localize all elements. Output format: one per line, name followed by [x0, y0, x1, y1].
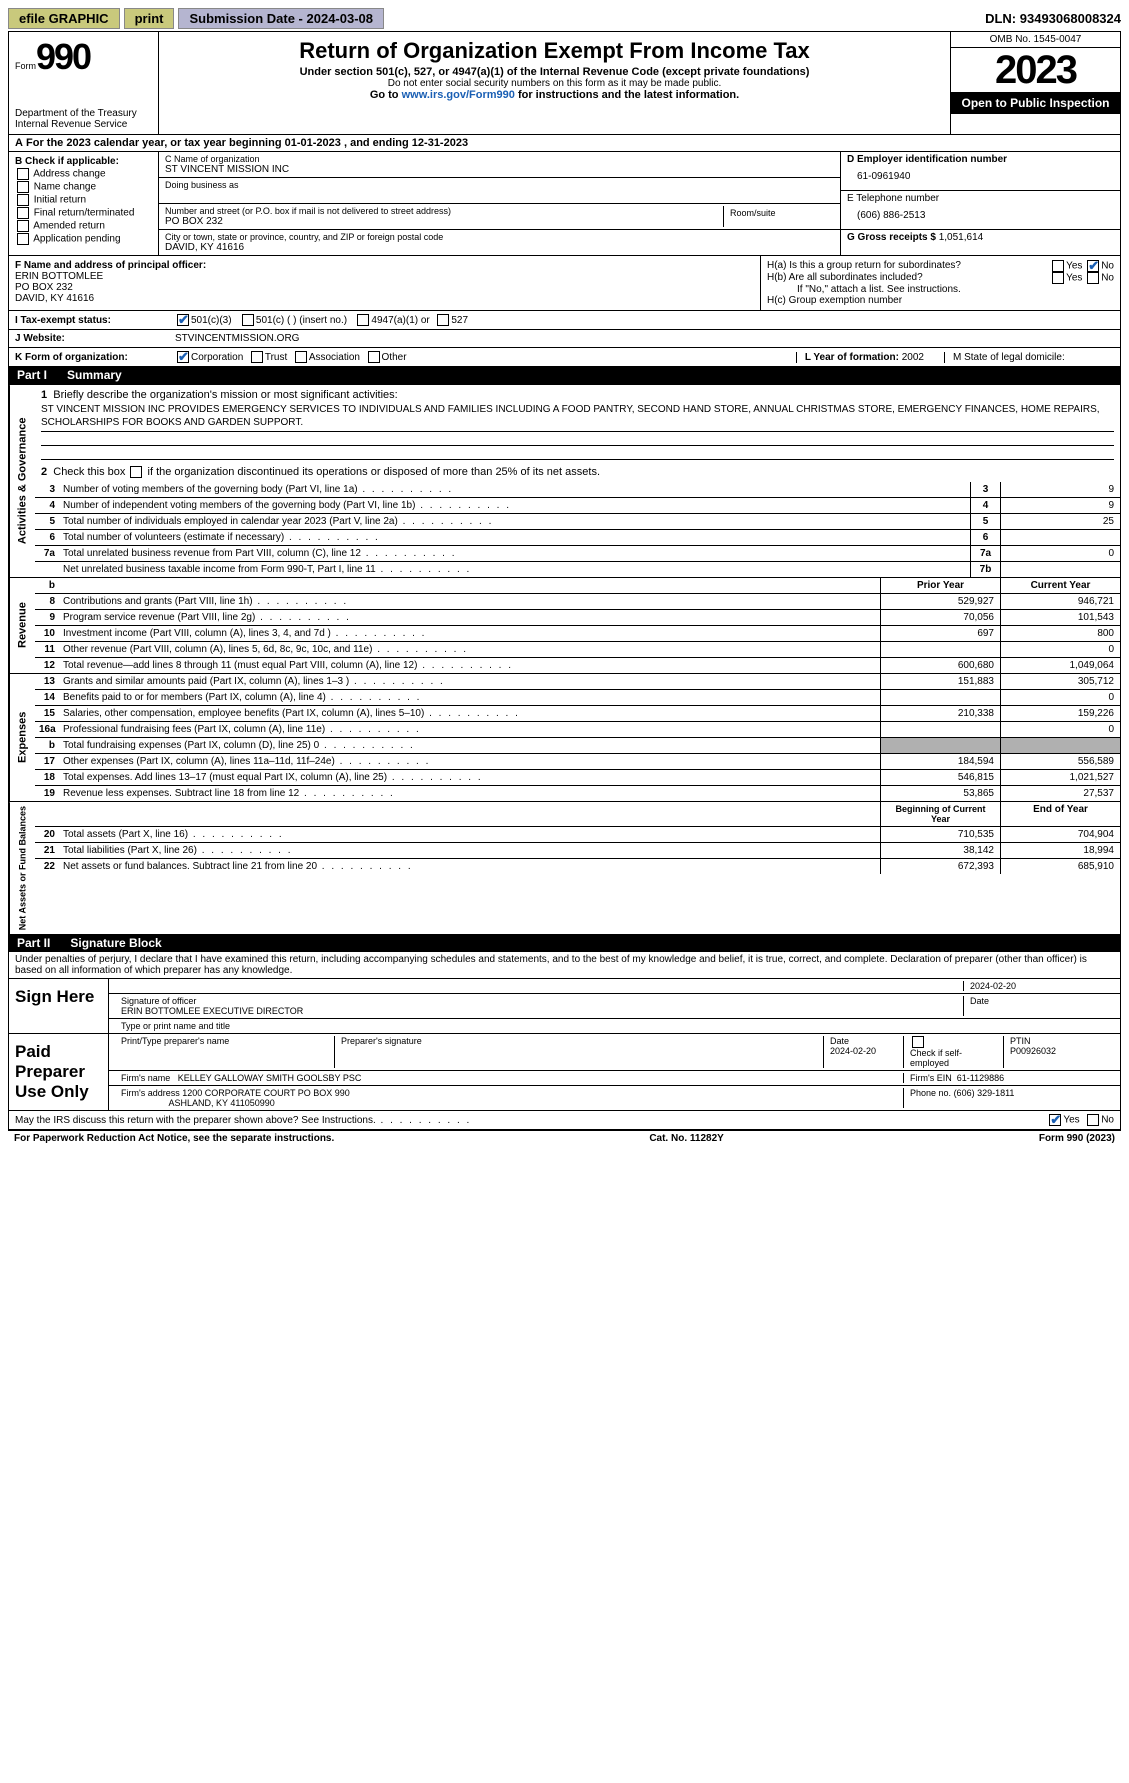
ha-yes[interactable] — [1052, 260, 1064, 272]
form-container: Form990 Department of the Treasury Inter… — [8, 31, 1121, 1130]
paid-preparer-block: Paid Preparer Use Only Print/Type prepar… — [9, 1033, 1120, 1110]
line-17: 17 Other expenses (Part IX, column (A), … — [35, 754, 1120, 770]
chk-4947[interactable] — [357, 314, 369, 326]
chk-other[interactable] — [368, 351, 380, 363]
chk-self-employed[interactable] — [912, 1036, 924, 1048]
expenses-section: Expenses 13 Grants and similar amounts p… — [9, 673, 1120, 801]
box-b: B Check if applicable: Address change Na… — [9, 152, 159, 255]
net-assets-section: Net Assets or Fund Balances Beginning of… — [9, 801, 1120, 934]
chk-pending[interactable]: Application pending — [15, 233, 152, 245]
line-12: 12 Total revenue—add lines 8 through 11 … — [35, 658, 1120, 673]
chk-assoc[interactable] — [295, 351, 307, 363]
chk-527[interactable] — [437, 314, 449, 326]
chk-501c[interactable] — [242, 314, 254, 326]
chk-amended[interactable]: Amended return — [15, 220, 152, 232]
line-14: 14 Benefits paid to or for members (Part… — [35, 690, 1120, 706]
dba-cell: Doing business as — [159, 178, 840, 204]
efile-badge: efile GRAPHIC — [8, 8, 120, 29]
form-header: Form990 Department of the Treasury Inter… — [9, 32, 1120, 135]
part1-header: Part I Summary — [9, 366, 1120, 384]
subtitle-3: Go to www.irs.gov/Form990 for instructio… — [167, 89, 942, 101]
chk-address-change[interactable]: Address change — [15, 168, 152, 180]
room-suite: Room/suite — [724, 206, 834, 227]
phone-cell: E Telephone number (606) 886-2513 — [841, 191, 1120, 230]
box-h: H(a) Is this a group return for subordin… — [760, 256, 1120, 310]
prior-year-hdr: Prior Year — [880, 578, 1000, 593]
tax-year: 2023 — [951, 48, 1120, 92]
omb-number: OMB No. 1545-0047 — [951, 32, 1120, 48]
dept-treasury: Department of the Treasury Internal Reve… — [15, 108, 152, 130]
line-8: 8 Contributions and grants (Part VIII, l… — [35, 594, 1120, 610]
current-year-hdr: Current Year — [1000, 578, 1120, 593]
line-15: 15 Salaries, other compensation, employe… — [35, 706, 1120, 722]
hb-yes[interactable] — [1052, 272, 1064, 284]
chk-corp[interactable] — [177, 351, 189, 363]
ha-no[interactable] — [1087, 260, 1099, 272]
line-6: 6 Total number of volunteers (estimate i… — [35, 530, 1120, 546]
ein-cell: D Employer identification number 61-0961… — [841, 152, 1120, 191]
line-11: 11 Other revenue (Part VIII, column (A),… — [35, 642, 1120, 658]
dln: DLN: 93493068008324 — [985, 11, 1121, 26]
chk-final-return[interactable]: Final return/terminated — [15, 207, 152, 219]
discuss-no[interactable] — [1087, 1114, 1099, 1126]
line-b: b Total fundraising expenses (Part IX, c… — [35, 738, 1120, 754]
box-f: F Name and address of principal officer:… — [9, 256, 760, 310]
chk-discontinued[interactable] — [130, 466, 142, 478]
public-inspection: Open to Public Inspection — [951, 92, 1120, 114]
form-number: 990 — [36, 36, 90, 77]
chk-initial-return[interactable]: Initial return — [15, 194, 152, 206]
gross-receipts: G Gross receipts $ 1,051,614 — [841, 230, 1120, 245]
line-4: 4 Number of independent voting members o… — [35, 498, 1120, 514]
irs-link[interactable]: www.irs.gov/Form990 — [402, 89, 515, 101]
line-7b: Net unrelated business taxable income fr… — [35, 562, 1120, 577]
section-fh: F Name and address of principal officer:… — [9, 255, 1120, 310]
submission-date: Submission Date - 2024-03-08 — [178, 8, 384, 29]
row-i: I Tax-exempt status: 501(c)(3) 501(c) ( … — [9, 310, 1120, 329]
line-19: 19 Revenue less expenses. Subtract line … — [35, 786, 1120, 801]
line-13: 13 Grants and similar amounts paid (Part… — [35, 674, 1120, 690]
row-klm: K Form of organization: Corporation Trus… — [9, 347, 1120, 366]
form-title: Return of Organization Exempt From Incom… — [167, 38, 942, 64]
section-bcdeg: B Check if applicable: Address change Na… — [9, 152, 1120, 255]
mission-text: ST VINCENT MISSION INC PROVIDES EMERGENC… — [41, 401, 1114, 432]
chk-501c3[interactable] — [177, 314, 189, 326]
revenue-section: Revenue b Prior Year Current Year 8 Cont… — [9, 577, 1120, 673]
line-20: 20 Total assets (Part X, line 16) 710,53… — [35, 827, 1120, 843]
top-toolbar: efile GRAPHIC print Submission Date - 20… — [8, 8, 1121, 29]
website: STVINCENTMISSION.ORG — [175, 333, 299, 344]
subtitle-2: Do not enter social security numbers on … — [167, 78, 942, 89]
may-discuss-row: May the IRS discuss this return with the… — [9, 1110, 1120, 1129]
address-cell: Number and street (or P.O. box if mail i… — [159, 204, 840, 230]
discuss-yes[interactable] — [1049, 1114, 1061, 1126]
hb-no[interactable] — [1087, 272, 1099, 284]
line-3: 3 Number of voting members of the govern… — [35, 482, 1120, 498]
line-10: 10 Investment income (Part VIII, column … — [35, 626, 1120, 642]
sign-here-block: Sign Here 2024-02-20 Signature of office… — [9, 978, 1120, 1033]
row-m: M State of legal domicile: — [944, 352, 1114, 363]
chk-trust[interactable] — [251, 351, 263, 363]
part2-header: Part II Signature Block — [9, 934, 1120, 952]
line-5: 5 Total number of individuals employed i… — [35, 514, 1120, 530]
print-button[interactable]: print — [124, 8, 175, 29]
row-l: L Year of formation: 2002 — [796, 352, 924, 363]
line-18: 18 Total expenses. Add lines 13–17 (must… — [35, 770, 1120, 786]
city-cell: City or town, state or province, country… — [159, 230, 840, 255]
calendar-year-row: A For the 2023 calendar year, or tax yea… — [9, 135, 1120, 152]
perjury-statement: Under penalties of perjury, I declare th… — [9, 952, 1120, 978]
activities-governance: Activities & Governance 1 Briefly descri… — [9, 384, 1120, 577]
line-9: 9 Program service revenue (Part VIII, li… — [35, 610, 1120, 626]
line-7a: 7a Total unrelated business revenue from… — [35, 546, 1120, 562]
subtitle-1: Under section 501(c), 527, or 4947(a)(1)… — [167, 66, 942, 78]
org-name-cell: C Name of organization ST VINCENT MISSIO… — [159, 152, 840, 178]
row-j: J Website: STVINCENTMISSION.ORG — [9, 329, 1120, 347]
line-21: 21 Total liabilities (Part X, line 26) 3… — [35, 843, 1120, 859]
chk-name-change[interactable]: Name change — [15, 181, 152, 193]
page-footer: For Paperwork Reduction Act Notice, see … — [8, 1130, 1121, 1146]
line-16a: 16a Professional fundraising fees (Part … — [35, 722, 1120, 738]
line-22: 22 Net assets or fund balances. Subtract… — [35, 859, 1120, 874]
